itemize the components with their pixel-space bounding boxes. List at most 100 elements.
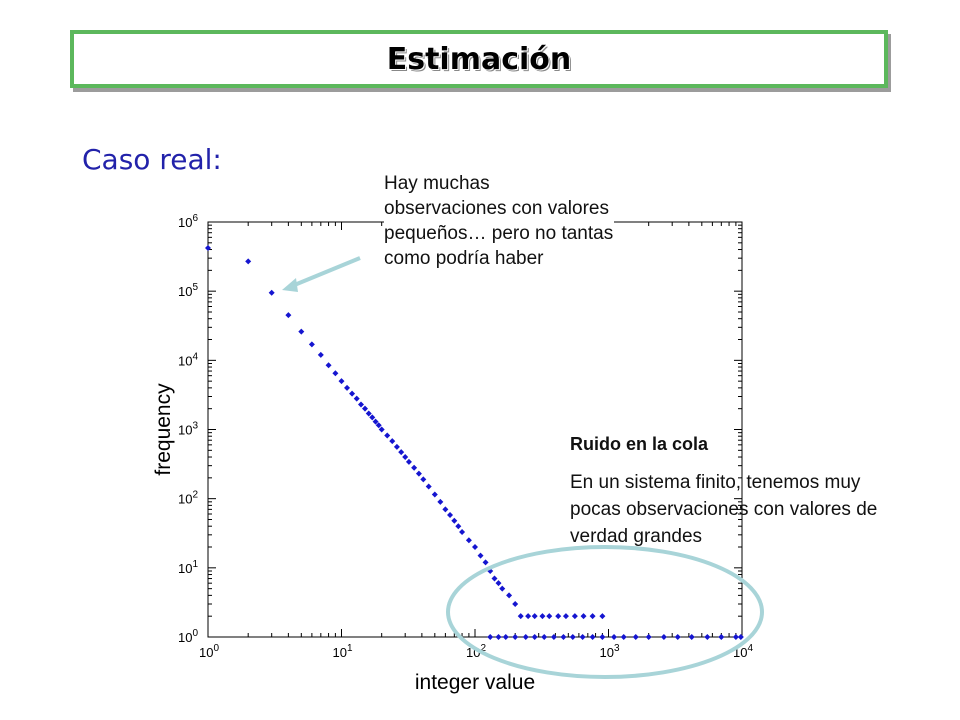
data-points [205, 245, 744, 640]
data-point [353, 395, 360, 402]
subtitle: Caso real: [82, 143, 222, 176]
data-point [522, 634, 529, 640]
chart-overlays [282, 256, 764, 679]
data-point [632, 634, 639, 640]
data-point [512, 600, 519, 607]
y-tick-label: 106 [178, 213, 198, 230]
y-tick-label: 100 [178, 628, 198, 645]
data-point [472, 544, 478, 551]
data-point [375, 422, 382, 429]
data-point [389, 438, 396, 445]
data-point [393, 443, 400, 450]
data-point [365, 410, 372, 417]
data-point [317, 351, 324, 358]
x-axis-title: integer value [415, 671, 535, 694]
data-point [491, 575, 498, 582]
data-point [425, 483, 432, 490]
data-point [645, 634, 652, 640]
data-point [550, 634, 557, 640]
data-point [571, 613, 578, 620]
data-point [620, 634, 627, 640]
data-point [344, 384, 351, 391]
data-point [420, 476, 427, 483]
data-point [525, 613, 532, 620]
data-point [541, 634, 548, 640]
data-point [268, 289, 275, 296]
data-point [338, 378, 345, 385]
data-point [560, 634, 567, 640]
data-point [506, 592, 513, 599]
data-point [555, 613, 562, 620]
y-tick-label: 101 [178, 559, 198, 576]
x-tick-label: 103 [600, 643, 620, 660]
data-point [704, 634, 711, 640]
data-point [688, 634, 695, 640]
data-point [362, 405, 369, 412]
data-point [502, 634, 509, 640]
data-point [674, 634, 681, 640]
data-point [517, 613, 524, 620]
data-point [325, 362, 332, 369]
data-point [358, 401, 365, 408]
data-point [372, 418, 379, 425]
data-point [589, 613, 596, 620]
data-point [569, 634, 576, 640]
data-point [718, 634, 725, 640]
data-point [415, 470, 422, 477]
data-point [579, 634, 586, 640]
y-tick-label: 103 [178, 421, 198, 438]
tail-annotation-text: En un sistema finito, tenemos muy pocas … [570, 472, 878, 547]
data-point [285, 312, 292, 319]
data-point [205, 245, 211, 252]
data-point [245, 258, 252, 265]
data-point [447, 512, 454, 519]
data-point [539, 613, 546, 620]
data-point [531, 634, 538, 640]
data-point [589, 634, 596, 640]
data-point [495, 634, 502, 640]
data-point [546, 613, 553, 620]
x-tick-label: 100 [199, 643, 219, 660]
data-point [298, 328, 305, 335]
data-point [384, 432, 391, 439]
data-point [482, 559, 489, 566]
data-point [737, 634, 744, 640]
data-point [369, 414, 376, 421]
title-box: Estimación [70, 30, 888, 88]
top-annotation: Hay muchas observaciones con valores peq… [384, 171, 614, 271]
data-point [599, 613, 606, 620]
y-tick-label: 105 [178, 282, 198, 299]
data-point [349, 390, 356, 397]
data-point [398, 449, 405, 456]
data-point [499, 585, 506, 592]
pointer-arrowhead [282, 278, 298, 292]
data-point [611, 634, 618, 640]
slide-title: Estimación [386, 42, 572, 77]
data-point [465, 537, 472, 544]
data-point [732, 634, 739, 640]
data-point [512, 634, 519, 640]
data-point [332, 370, 339, 377]
data-point [495, 580, 502, 587]
y-tick-label: 104 [178, 351, 198, 368]
data-point [531, 613, 538, 620]
data-point [580, 613, 587, 620]
data-point [451, 517, 458, 524]
data-point [459, 528, 466, 535]
tail-annotation-title: Ruido en la cola [570, 434, 709, 454]
data-point [562, 613, 569, 620]
y-axis-title: frequency [152, 383, 175, 476]
data-point [431, 491, 438, 498]
y-tick-label: 102 [178, 490, 198, 507]
data-point [455, 523, 462, 530]
data-point [477, 552, 484, 559]
data-point [378, 426, 385, 433]
data-point [660, 634, 667, 640]
data-point [405, 458, 412, 465]
data-point [411, 464, 418, 471]
data-point [599, 634, 606, 640]
data-point [487, 634, 494, 640]
x-tick-label: 101 [333, 643, 353, 660]
data-point [442, 506, 449, 513]
